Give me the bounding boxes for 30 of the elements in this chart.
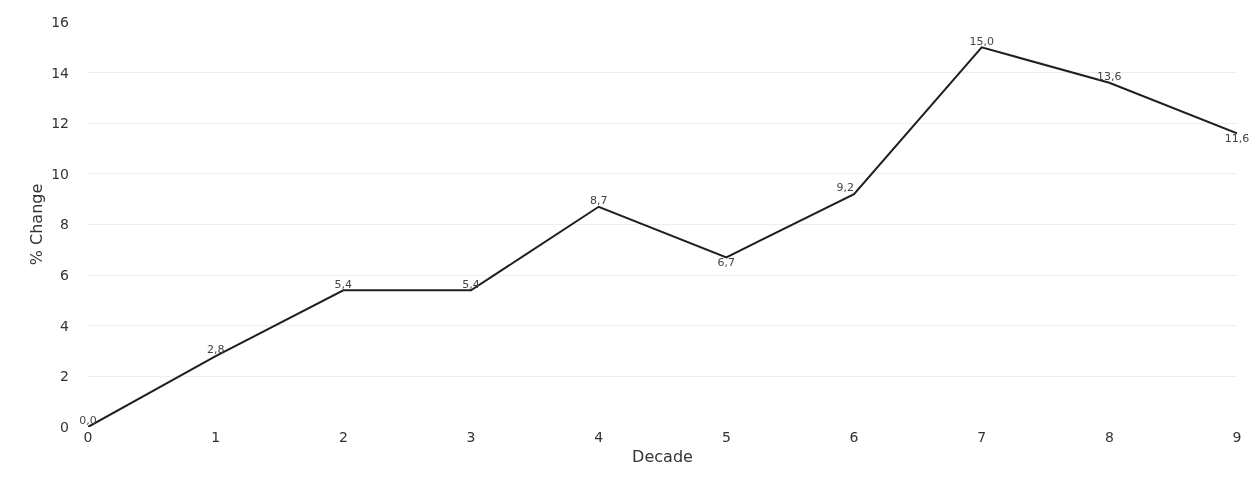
x-tick-label: 1 [211, 429, 221, 445]
data-label: 6,7 [717, 255, 736, 269]
data-label: 5,4 [334, 277, 353, 291]
x-tick-label: 3 [466, 429, 476, 445]
y-tick-label: 16 [51, 13, 70, 30]
y-tick-label: 12 [51, 115, 69, 132]
data-label: 2,8 [206, 343, 225, 357]
x-tick-label: 6 [849, 429, 859, 445]
y-tick-label: 10 [51, 165, 69, 182]
x-tick-label: 9 [1232, 429, 1242, 445]
x-tick-label: 4 [594, 429, 604, 445]
data-label: 15,0 [969, 34, 994, 48]
x-tick-label: 8 [1104, 429, 1114, 445]
y-tick-label: 2 [60, 368, 69, 385]
y-axis-title: % Change [27, 183, 47, 266]
data-label: 9,2 [836, 181, 854, 195]
x-axis-title: Decade [632, 446, 693, 466]
data-label: 8,7 [589, 194, 608, 208]
x-tick-label: 7 [977, 429, 987, 445]
data-label: 0,0 [79, 414, 97, 428]
data-label: 11,6 [1224, 131, 1250, 145]
y-tick-label: 4 [60, 317, 70, 334]
y-tick-label: 6 [60, 267, 70, 284]
data-label: 5,4 [462, 277, 480, 291]
y-tick-label: 8 [60, 216, 69, 233]
x-tick-label: 5 [721, 429, 731, 445]
x-tick-label: 2 [338, 429, 348, 445]
x-tick-label: 0 [83, 429, 93, 445]
y-tick-label: 14 [51, 64, 70, 81]
data-label: 13,6 [1097, 70, 1122, 83]
